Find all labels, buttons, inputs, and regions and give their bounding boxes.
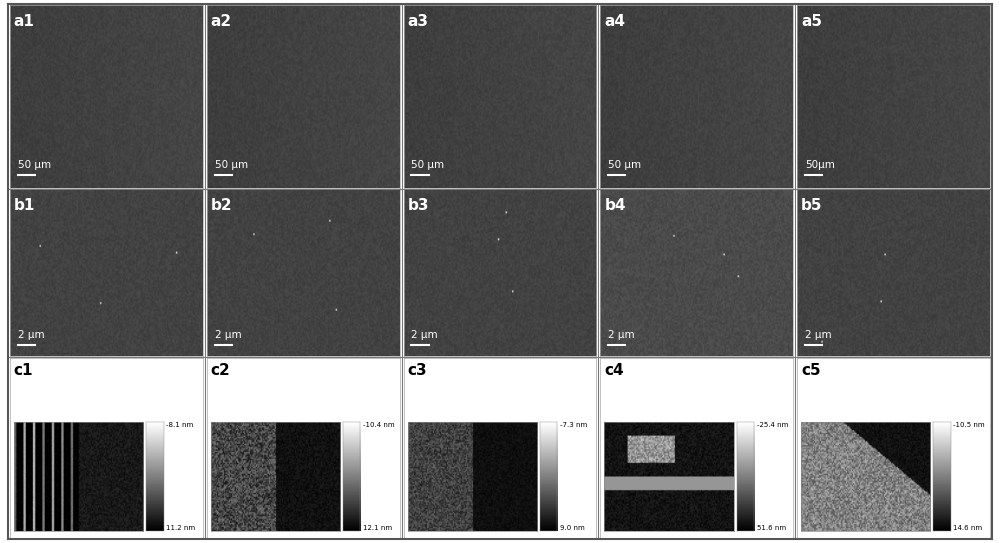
Text: 50μm: 50μm xyxy=(805,160,835,170)
Text: 12.1 nm: 12.1 nm xyxy=(363,525,392,531)
Text: -10.5 nm: -10.5 nm xyxy=(953,422,985,428)
Text: c4: c4 xyxy=(604,363,624,378)
Text: 50 μm: 50 μm xyxy=(215,160,248,170)
Text: b4: b4 xyxy=(604,198,626,213)
Text: b3: b3 xyxy=(407,198,429,213)
Text: 2 μm: 2 μm xyxy=(215,330,241,340)
Text: 11.2 nm: 11.2 nm xyxy=(166,525,195,531)
Text: b5: b5 xyxy=(801,198,823,213)
Text: b2: b2 xyxy=(211,198,232,213)
Text: 51.6 nm: 51.6 nm xyxy=(757,525,786,531)
Text: -25.4 nm: -25.4 nm xyxy=(757,422,788,428)
Text: 2 μm: 2 μm xyxy=(608,330,635,340)
Text: -8.1 nm: -8.1 nm xyxy=(166,422,193,428)
Text: a2: a2 xyxy=(211,14,232,29)
Text: -7.3 nm: -7.3 nm xyxy=(560,422,587,428)
Text: 50 μm: 50 μm xyxy=(18,160,51,170)
Text: b1: b1 xyxy=(14,198,35,213)
Text: a1: a1 xyxy=(14,14,35,29)
Text: 14.6 nm: 14.6 nm xyxy=(953,525,982,531)
Text: c5: c5 xyxy=(801,363,821,378)
Text: a3: a3 xyxy=(407,14,428,29)
Text: 9.0 nm: 9.0 nm xyxy=(560,525,584,531)
Text: 2 μm: 2 μm xyxy=(805,330,832,340)
Text: 2 μm: 2 μm xyxy=(18,330,44,340)
Text: 50 μm: 50 μm xyxy=(411,160,444,170)
Text: a5: a5 xyxy=(801,14,822,29)
Text: 50 μm: 50 μm xyxy=(608,160,641,170)
Text: c2: c2 xyxy=(211,363,230,378)
Text: c3: c3 xyxy=(407,363,427,378)
Text: -10.4 nm: -10.4 nm xyxy=(363,422,395,428)
Text: 2 μm: 2 μm xyxy=(411,330,438,340)
Text: a4: a4 xyxy=(604,14,625,29)
Text: c1: c1 xyxy=(14,363,33,378)
